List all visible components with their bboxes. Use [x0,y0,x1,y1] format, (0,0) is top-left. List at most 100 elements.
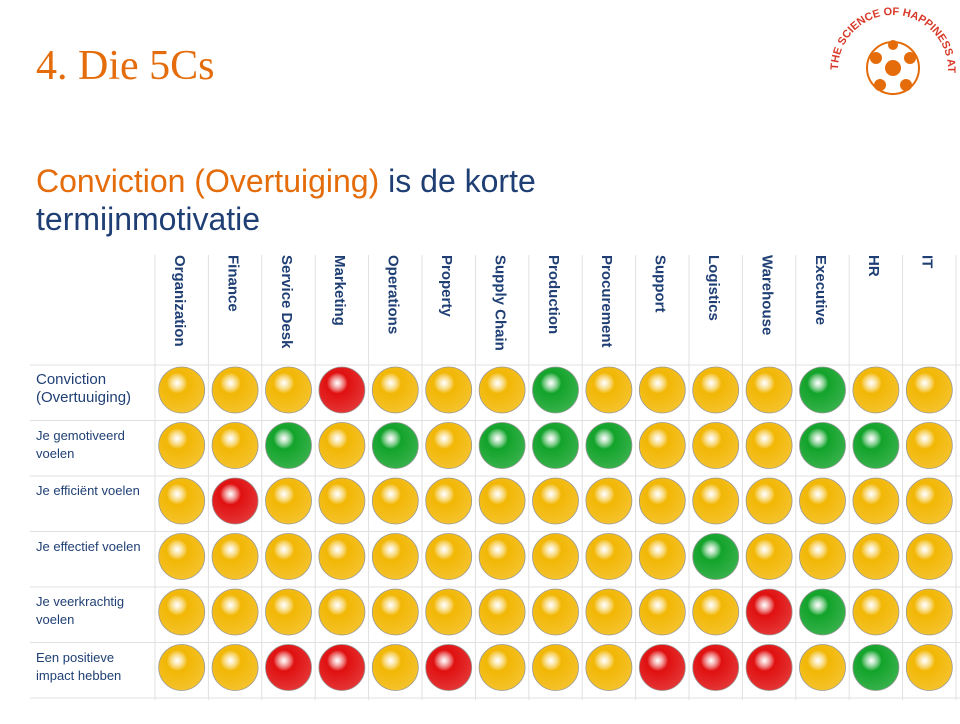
status-light [532,422,579,469]
status-light [905,366,953,414]
status-light [585,588,633,636]
status-light [211,533,259,580]
status-light [692,644,740,691]
column-label: Service Desk [277,255,295,349]
status-light [799,477,846,525]
status-light [371,533,419,580]
status-light [211,422,259,469]
status-light [745,477,793,525]
status-light [158,477,206,525]
status-light [318,644,366,691]
status-light [158,588,206,636]
column-header: Production [529,255,582,360]
status-light [638,533,686,580]
status-light [905,644,953,691]
status-light [905,422,953,469]
column-label: Finance [224,255,242,312]
column-label: Support [651,255,669,313]
status-light [692,477,740,525]
status-light [318,533,366,580]
status-light [211,366,259,414]
status-light [425,533,473,580]
column-header: Executive [796,255,849,360]
column-label: Executive [811,255,829,326]
status-light [425,477,473,525]
column-header: Organization [155,255,208,360]
status-light [318,366,366,414]
status-light [318,588,366,636]
status-light [158,422,206,469]
row-label: Je veerkrachtig voelen [36,594,125,627]
column-header: Operations [369,255,422,360]
status-light [638,588,686,636]
status-light [478,477,526,525]
status-light [265,477,312,525]
status-light [478,588,526,636]
status-light [425,366,473,414]
row-label: Je gemotiveerd voelen [36,427,125,461]
status-light [425,422,473,469]
status-light [265,533,312,580]
column-header: Warehouse [742,255,795,360]
status-light [211,477,259,525]
status-light [852,422,900,469]
status-light [638,366,686,414]
status-light [158,533,206,580]
status-light [692,588,740,636]
column-label: Marketing [331,255,349,326]
status-light [692,422,740,469]
status-light [478,366,526,414]
status-light [318,422,366,469]
column-label: Logistics [705,255,722,321]
column-label: Property [438,255,455,317]
title: 4. Die 5Cs [36,43,215,89]
column-label: Warehouse [758,255,776,336]
status-light [158,644,206,691]
status-light [532,533,579,580]
row-label: Een positieve impact hebben [36,649,122,683]
column-label: Supply Chain [491,255,509,351]
row-label: Je effectief voelen [36,538,141,554]
status-light [265,644,312,691]
status-light [905,477,953,525]
column-header: Supply Chain [475,255,528,360]
status-light [799,422,846,469]
column-label: Operations [384,255,402,335]
status-light [745,366,793,414]
status-light [585,533,633,580]
column-label: Production [544,255,562,335]
column-header: Marketing [315,255,368,360]
status-light [478,644,526,691]
subtitle: Conviction (Overtuiging) is de korte ter… [36,162,676,238]
status-light [371,477,419,525]
status-light [532,588,579,636]
status-light [371,366,419,414]
column-header: Logistics [689,255,742,360]
column-header: IT [903,255,956,360]
status-light [638,644,686,691]
status-light [799,533,846,580]
status-light [745,422,793,469]
column-header: Support [636,255,689,360]
status-light [799,644,846,691]
status-light [745,533,793,580]
status-light [265,366,312,414]
column-label: Organization [171,255,188,347]
column-header: Property [422,255,475,360]
status-light [745,588,793,636]
column-label: IT [918,255,936,269]
subtitle-highlight: Conviction (Overtuiging) [36,163,380,199]
column-header: Finance [208,255,261,360]
column-label: HR [865,255,883,277]
status-light [692,366,740,414]
status-light [852,588,900,636]
row-label: Je efficiënt voelen [36,483,140,498]
column-label: Procurement [598,255,616,348]
column-header: Service Desk [262,255,315,360]
status-light [371,644,419,691]
subtitle-rest: is de korte termijnmotivatie [36,163,536,237]
status-light [852,533,900,580]
status-light [265,422,312,469]
